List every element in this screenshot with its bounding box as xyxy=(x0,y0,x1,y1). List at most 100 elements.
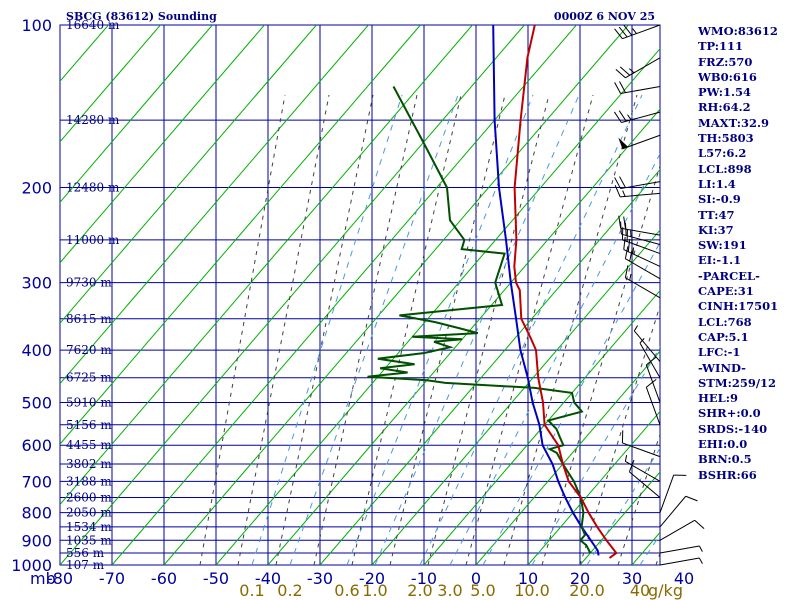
wind-barb-staff xyxy=(629,471,661,498)
mixing-ratio-label: 2.0 xyxy=(407,581,432,600)
wind-barb-staff xyxy=(622,134,661,150)
stat-item: CINH:17501 xyxy=(698,299,779,314)
pressure-tick-label: 400 xyxy=(21,341,52,360)
wind-barb-feather xyxy=(627,239,631,252)
height-label: 16640 m xyxy=(66,18,120,32)
wind-barb-staff xyxy=(659,474,675,513)
isotherm-line xyxy=(267,108,660,565)
stat-item: TP:111 xyxy=(698,39,744,54)
wind-barb-half-feather xyxy=(622,190,626,197)
height-label: 12480 m xyxy=(66,181,120,195)
stat-item: RH:64.2 xyxy=(698,100,751,115)
temperature-tick-label: -10 xyxy=(411,569,437,588)
height-label: 5156 m xyxy=(66,418,112,432)
isotherm-line xyxy=(163,25,629,565)
stat-item: LCL:898 xyxy=(698,161,752,176)
isotherm-line xyxy=(788,25,800,565)
mixing-ratio-line xyxy=(346,94,534,565)
moist-adiabat-line xyxy=(617,432,660,565)
mixing-ratio-label: 0.1 xyxy=(239,581,264,600)
wind-barb xyxy=(645,356,661,403)
moist-adiabat-line xyxy=(579,303,660,565)
wind-barb-feather xyxy=(619,66,631,76)
stat-item: KI:37 xyxy=(698,222,734,237)
isotherm-line xyxy=(60,25,525,565)
height-label: 3188 m xyxy=(66,474,112,488)
wind-barb xyxy=(659,495,698,528)
wind-barb xyxy=(659,557,703,566)
pressure-tick-label: 600 xyxy=(21,436,52,455)
wind-barb-half-feather xyxy=(632,247,635,254)
temperature-tick-label: -50 xyxy=(203,569,229,588)
stat-item: CAPE:31 xyxy=(698,284,754,299)
wind-barb-layer xyxy=(613,24,705,566)
wind-barb-staff xyxy=(625,258,661,280)
moist-adiabat-line xyxy=(389,94,506,565)
wind-barb-feather xyxy=(615,69,626,79)
wind-barb xyxy=(618,134,661,150)
wind-barb xyxy=(621,227,661,255)
height-label: 4455 m xyxy=(66,438,112,452)
wind-barb-staff xyxy=(639,342,661,378)
height-label: 1534 m xyxy=(66,520,112,534)
wind-barb-feather xyxy=(624,265,629,278)
wind-barb-staff xyxy=(645,364,661,403)
wind-barb xyxy=(614,176,661,190)
isotherm-line xyxy=(60,25,369,385)
stat-item: EI:-1.1 xyxy=(698,253,742,268)
wind-barb-staff xyxy=(659,519,695,541)
wind-barb-half-feather xyxy=(633,325,639,332)
wind-barb-half-feather xyxy=(698,557,703,564)
stat-item: WMO:83612 xyxy=(698,24,778,38)
height-label: 9730 m xyxy=(66,276,112,290)
mixing-ratio-line xyxy=(419,94,643,565)
wind-barb-staff xyxy=(659,545,700,554)
wind-barb-half-feather xyxy=(624,455,628,462)
wind-barb xyxy=(620,221,661,246)
temperature-tick-label: -70 xyxy=(99,569,125,588)
isotherm-line xyxy=(215,47,660,565)
wind-barb xyxy=(624,455,661,482)
temperature-tick-label: -40 xyxy=(255,569,281,588)
height-label: 8615 m xyxy=(66,312,112,326)
pressure-tick-label: 700 xyxy=(21,472,52,491)
stat-item: CAP:5.1 xyxy=(698,329,749,344)
temperature-tick-label: 20 xyxy=(570,569,590,588)
stat-item: WB0:616 xyxy=(698,69,757,84)
wind-barb-feather xyxy=(613,111,622,123)
moist-adiabat-line xyxy=(427,94,550,565)
height-label: 11000 m xyxy=(66,233,120,247)
temperature-tick-label: 0 xyxy=(471,569,481,588)
mixing-unit-label: g/kg xyxy=(648,581,683,600)
stat-item: SHR+:0.0 xyxy=(698,406,761,421)
temperature-tick-label: -80 xyxy=(47,569,73,588)
wind-barb-feather xyxy=(618,215,622,229)
wind-barb xyxy=(659,545,703,554)
adiabat-layer xyxy=(60,25,800,565)
dewpoint-trace xyxy=(367,86,592,554)
parcel-trace xyxy=(492,25,600,556)
temperature-tick-label: 30 xyxy=(622,569,642,588)
temperature-trace xyxy=(513,25,618,559)
isotherm-line xyxy=(60,25,161,143)
wind-barb xyxy=(615,57,661,79)
wind-barb-feather xyxy=(624,246,629,259)
isotherm-line xyxy=(60,25,265,264)
stat-item: MAXT:32.9 xyxy=(698,115,769,130)
pressure-tick-label: 1000 xyxy=(11,556,52,575)
mixing-ratio-line xyxy=(374,94,580,565)
wind-barb xyxy=(645,378,661,425)
temperature-tick-label: -60 xyxy=(151,569,177,588)
wind-barb-feather xyxy=(694,519,705,530)
wind-barb xyxy=(614,24,661,40)
pressure-tick-label: 500 xyxy=(21,393,52,412)
height-label: 6725 m xyxy=(66,371,112,385)
wind-barb-half-feather xyxy=(629,273,632,281)
wind-barb-feather xyxy=(685,495,698,502)
wind-barb-staff xyxy=(623,249,661,267)
isotherm-line xyxy=(60,25,421,445)
stat-item: LCL:768 xyxy=(698,314,752,329)
stat-item: STM:259/12 xyxy=(698,375,777,390)
stat-item: SI:-0.9 xyxy=(698,192,741,207)
